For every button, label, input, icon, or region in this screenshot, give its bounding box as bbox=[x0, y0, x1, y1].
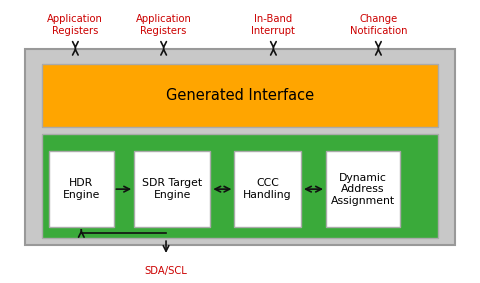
Text: In-Band
Interrupt: In-Band Interrupt bbox=[252, 14, 295, 36]
FancyBboxPatch shape bbox=[234, 151, 301, 227]
Text: SDR Target
Engine: SDR Target Engine bbox=[142, 178, 202, 200]
Text: Change
Notification: Change Notification bbox=[349, 14, 407, 36]
FancyBboxPatch shape bbox=[326, 151, 400, 227]
Text: Generated Interface: Generated Interface bbox=[166, 89, 314, 104]
FancyBboxPatch shape bbox=[42, 65, 438, 127]
Text: SDA/SCL: SDA/SCL bbox=[144, 266, 187, 276]
Text: HDR
Engine: HDR Engine bbox=[62, 178, 100, 200]
FancyBboxPatch shape bbox=[49, 151, 114, 227]
FancyBboxPatch shape bbox=[42, 134, 438, 238]
Text: Dynamic
Address
Assignment: Dynamic Address Assignment bbox=[331, 173, 395, 206]
FancyBboxPatch shape bbox=[25, 49, 455, 245]
FancyBboxPatch shape bbox=[134, 151, 210, 227]
Text: Application
Registers: Application Registers bbox=[136, 14, 192, 36]
Text: CCC
Handling: CCC Handling bbox=[243, 178, 292, 200]
Text: Application
Registers: Application Registers bbox=[48, 14, 103, 36]
